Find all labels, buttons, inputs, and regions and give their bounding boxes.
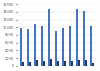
Bar bbox=[36, 60, 38, 66]
Bar bbox=[62, 28, 64, 66]
Bar bbox=[85, 60, 87, 66]
Bar bbox=[92, 63, 94, 66]
Bar bbox=[50, 59, 52, 66]
Bar bbox=[83, 11, 85, 66]
Bar bbox=[76, 9, 78, 66]
Bar bbox=[41, 26, 43, 66]
Bar bbox=[57, 61, 59, 66]
Bar bbox=[20, 28, 22, 66]
Bar bbox=[55, 31, 57, 66]
Bar bbox=[71, 61, 73, 66]
Bar bbox=[90, 26, 92, 66]
Bar bbox=[43, 61, 45, 66]
Bar bbox=[29, 62, 31, 66]
Bar bbox=[78, 60, 80, 66]
Bar bbox=[27, 29, 29, 66]
Bar bbox=[22, 62, 24, 66]
Bar bbox=[64, 61, 66, 66]
Bar bbox=[48, 9, 50, 66]
Bar bbox=[34, 24, 36, 66]
Bar bbox=[69, 26, 71, 66]
